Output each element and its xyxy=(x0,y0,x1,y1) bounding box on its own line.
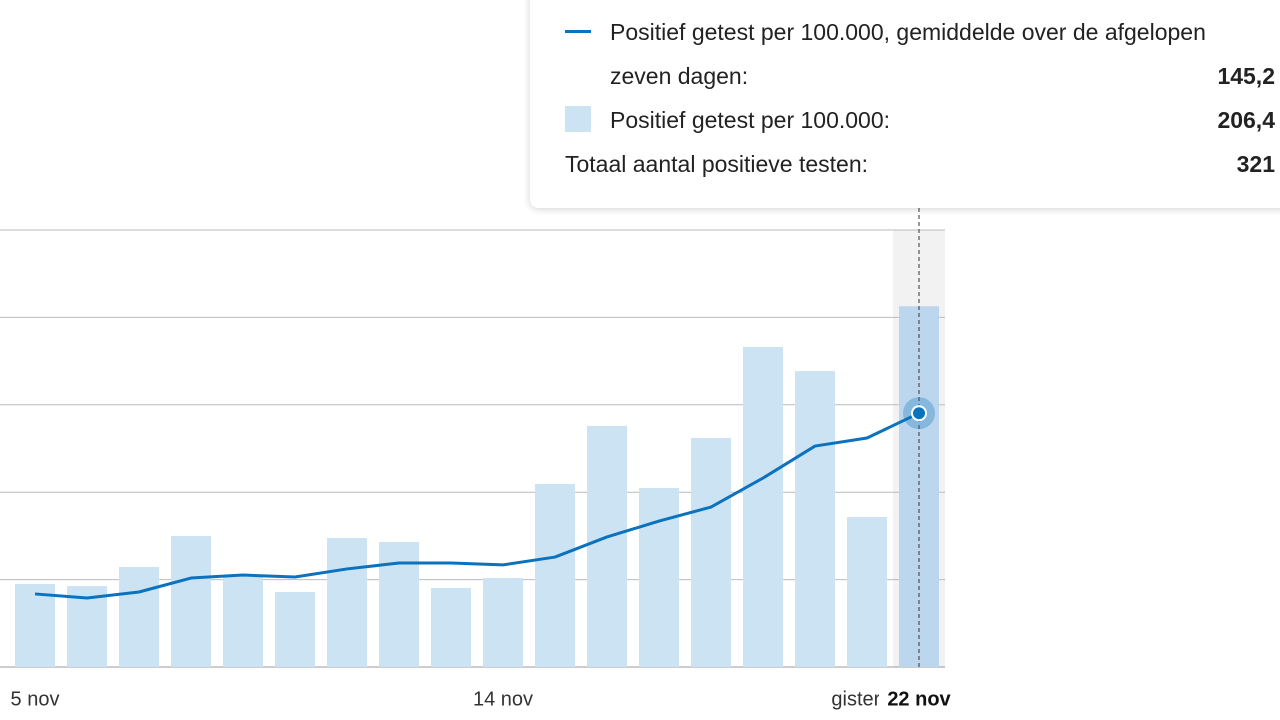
x-tick-label: 14 nov xyxy=(473,688,533,710)
label-backdrop xyxy=(879,684,959,716)
hover-dot xyxy=(911,405,927,422)
tooltip-label: Positief getest per 100.000, gemiddelde … xyxy=(610,19,1206,89)
bar xyxy=(275,592,315,667)
bar xyxy=(171,536,211,667)
bar xyxy=(743,346,783,667)
tooltip-value: 206,4 xyxy=(1217,107,1275,133)
tooltip-label: Totaal aantal positieve testen: xyxy=(565,151,869,177)
bar xyxy=(119,567,159,667)
tooltip: Positief getest per 100.000, gemiddelde … xyxy=(530,0,1280,208)
tooltip-row: Positief getest per 100.000, gemiddelde … xyxy=(565,10,1280,98)
bar xyxy=(223,575,263,667)
line-symbol xyxy=(565,10,610,54)
bar xyxy=(639,488,679,667)
bar xyxy=(899,306,939,667)
x-tick-label: 22 nov xyxy=(887,688,951,710)
bar xyxy=(847,517,887,667)
tooltip-value: 145,2 xyxy=(1217,63,1275,89)
bar xyxy=(535,483,575,667)
bar xyxy=(379,542,419,667)
bar xyxy=(483,578,523,667)
bar-symbol xyxy=(565,98,610,142)
tooltip-value: 321 xyxy=(1236,151,1275,177)
bar xyxy=(15,583,55,667)
x-tick-label: 5 nov xyxy=(11,688,60,710)
bar xyxy=(327,537,367,667)
tooltip-row: Positief getest per 100.000: 206,4 xyxy=(565,98,1280,142)
bar xyxy=(795,371,835,667)
bar xyxy=(431,587,471,667)
tooltip-row: Totaal aantal positieve testen: 321 xyxy=(565,142,1280,186)
tooltip-label: Positief getest per 100.000: xyxy=(610,107,891,133)
bar xyxy=(67,586,107,667)
bar xyxy=(691,438,731,667)
bar xyxy=(587,425,627,667)
line xyxy=(34,411,920,600)
